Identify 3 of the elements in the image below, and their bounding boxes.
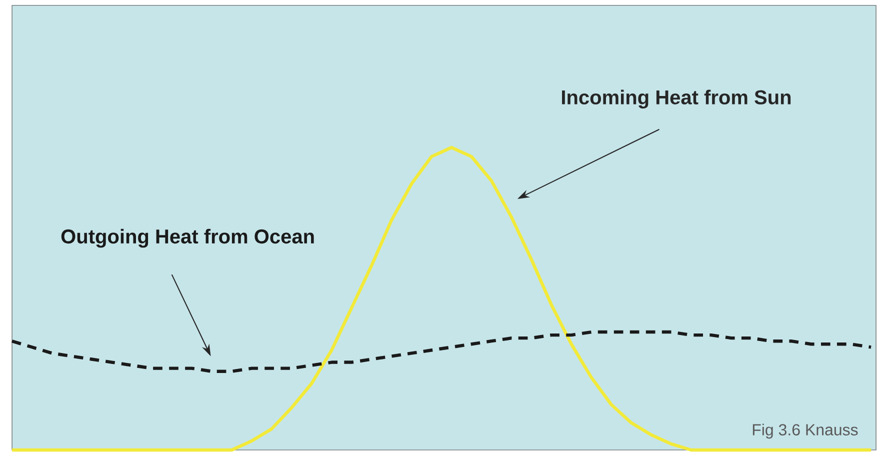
annotation: Fig 3.6 Knauss [752,424,858,439]
text: Incoming Heat from Sun [562,90,791,108]
text: Outgoing Heat from Ocean [61,228,314,248]
